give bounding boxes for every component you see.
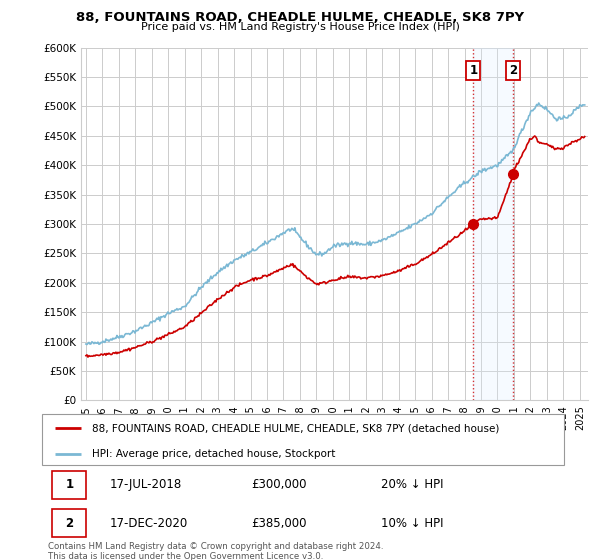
Text: 2: 2 (65, 517, 73, 530)
Text: 1: 1 (65, 478, 73, 491)
Text: 10% ↓ HPI: 10% ↓ HPI (382, 517, 444, 530)
Text: Price paid vs. HM Land Registry's House Price Index (HPI): Price paid vs. HM Land Registry's House … (140, 22, 460, 32)
Text: 88, FOUNTAINS ROAD, CHEADLE HULME, CHEADLE, SK8 7PY: 88, FOUNTAINS ROAD, CHEADLE HULME, CHEAD… (76, 11, 524, 24)
Text: Contains HM Land Registry data © Crown copyright and database right 2024.
This d: Contains HM Land Registry data © Crown c… (48, 542, 383, 560)
FancyBboxPatch shape (52, 471, 86, 499)
Text: 17-JUL-2018: 17-JUL-2018 (110, 478, 182, 491)
Text: 88, FOUNTAINS ROAD, CHEADLE HULME, CHEADLE, SK8 7PY (detached house): 88, FOUNTAINS ROAD, CHEADLE HULME, CHEAD… (92, 423, 499, 433)
Text: 20% ↓ HPI: 20% ↓ HPI (382, 478, 444, 491)
Text: 2: 2 (509, 64, 517, 77)
Bar (473, 48, 513, 400)
Text: HPI: Average price, detached house, Stockport: HPI: Average price, detached house, Stoc… (92, 449, 335, 459)
FancyBboxPatch shape (52, 510, 86, 538)
Text: £300,000: £300,000 (251, 478, 307, 491)
Text: 1: 1 (469, 64, 478, 77)
Text: 17-DEC-2020: 17-DEC-2020 (110, 517, 188, 530)
Text: £385,000: £385,000 (251, 517, 307, 530)
